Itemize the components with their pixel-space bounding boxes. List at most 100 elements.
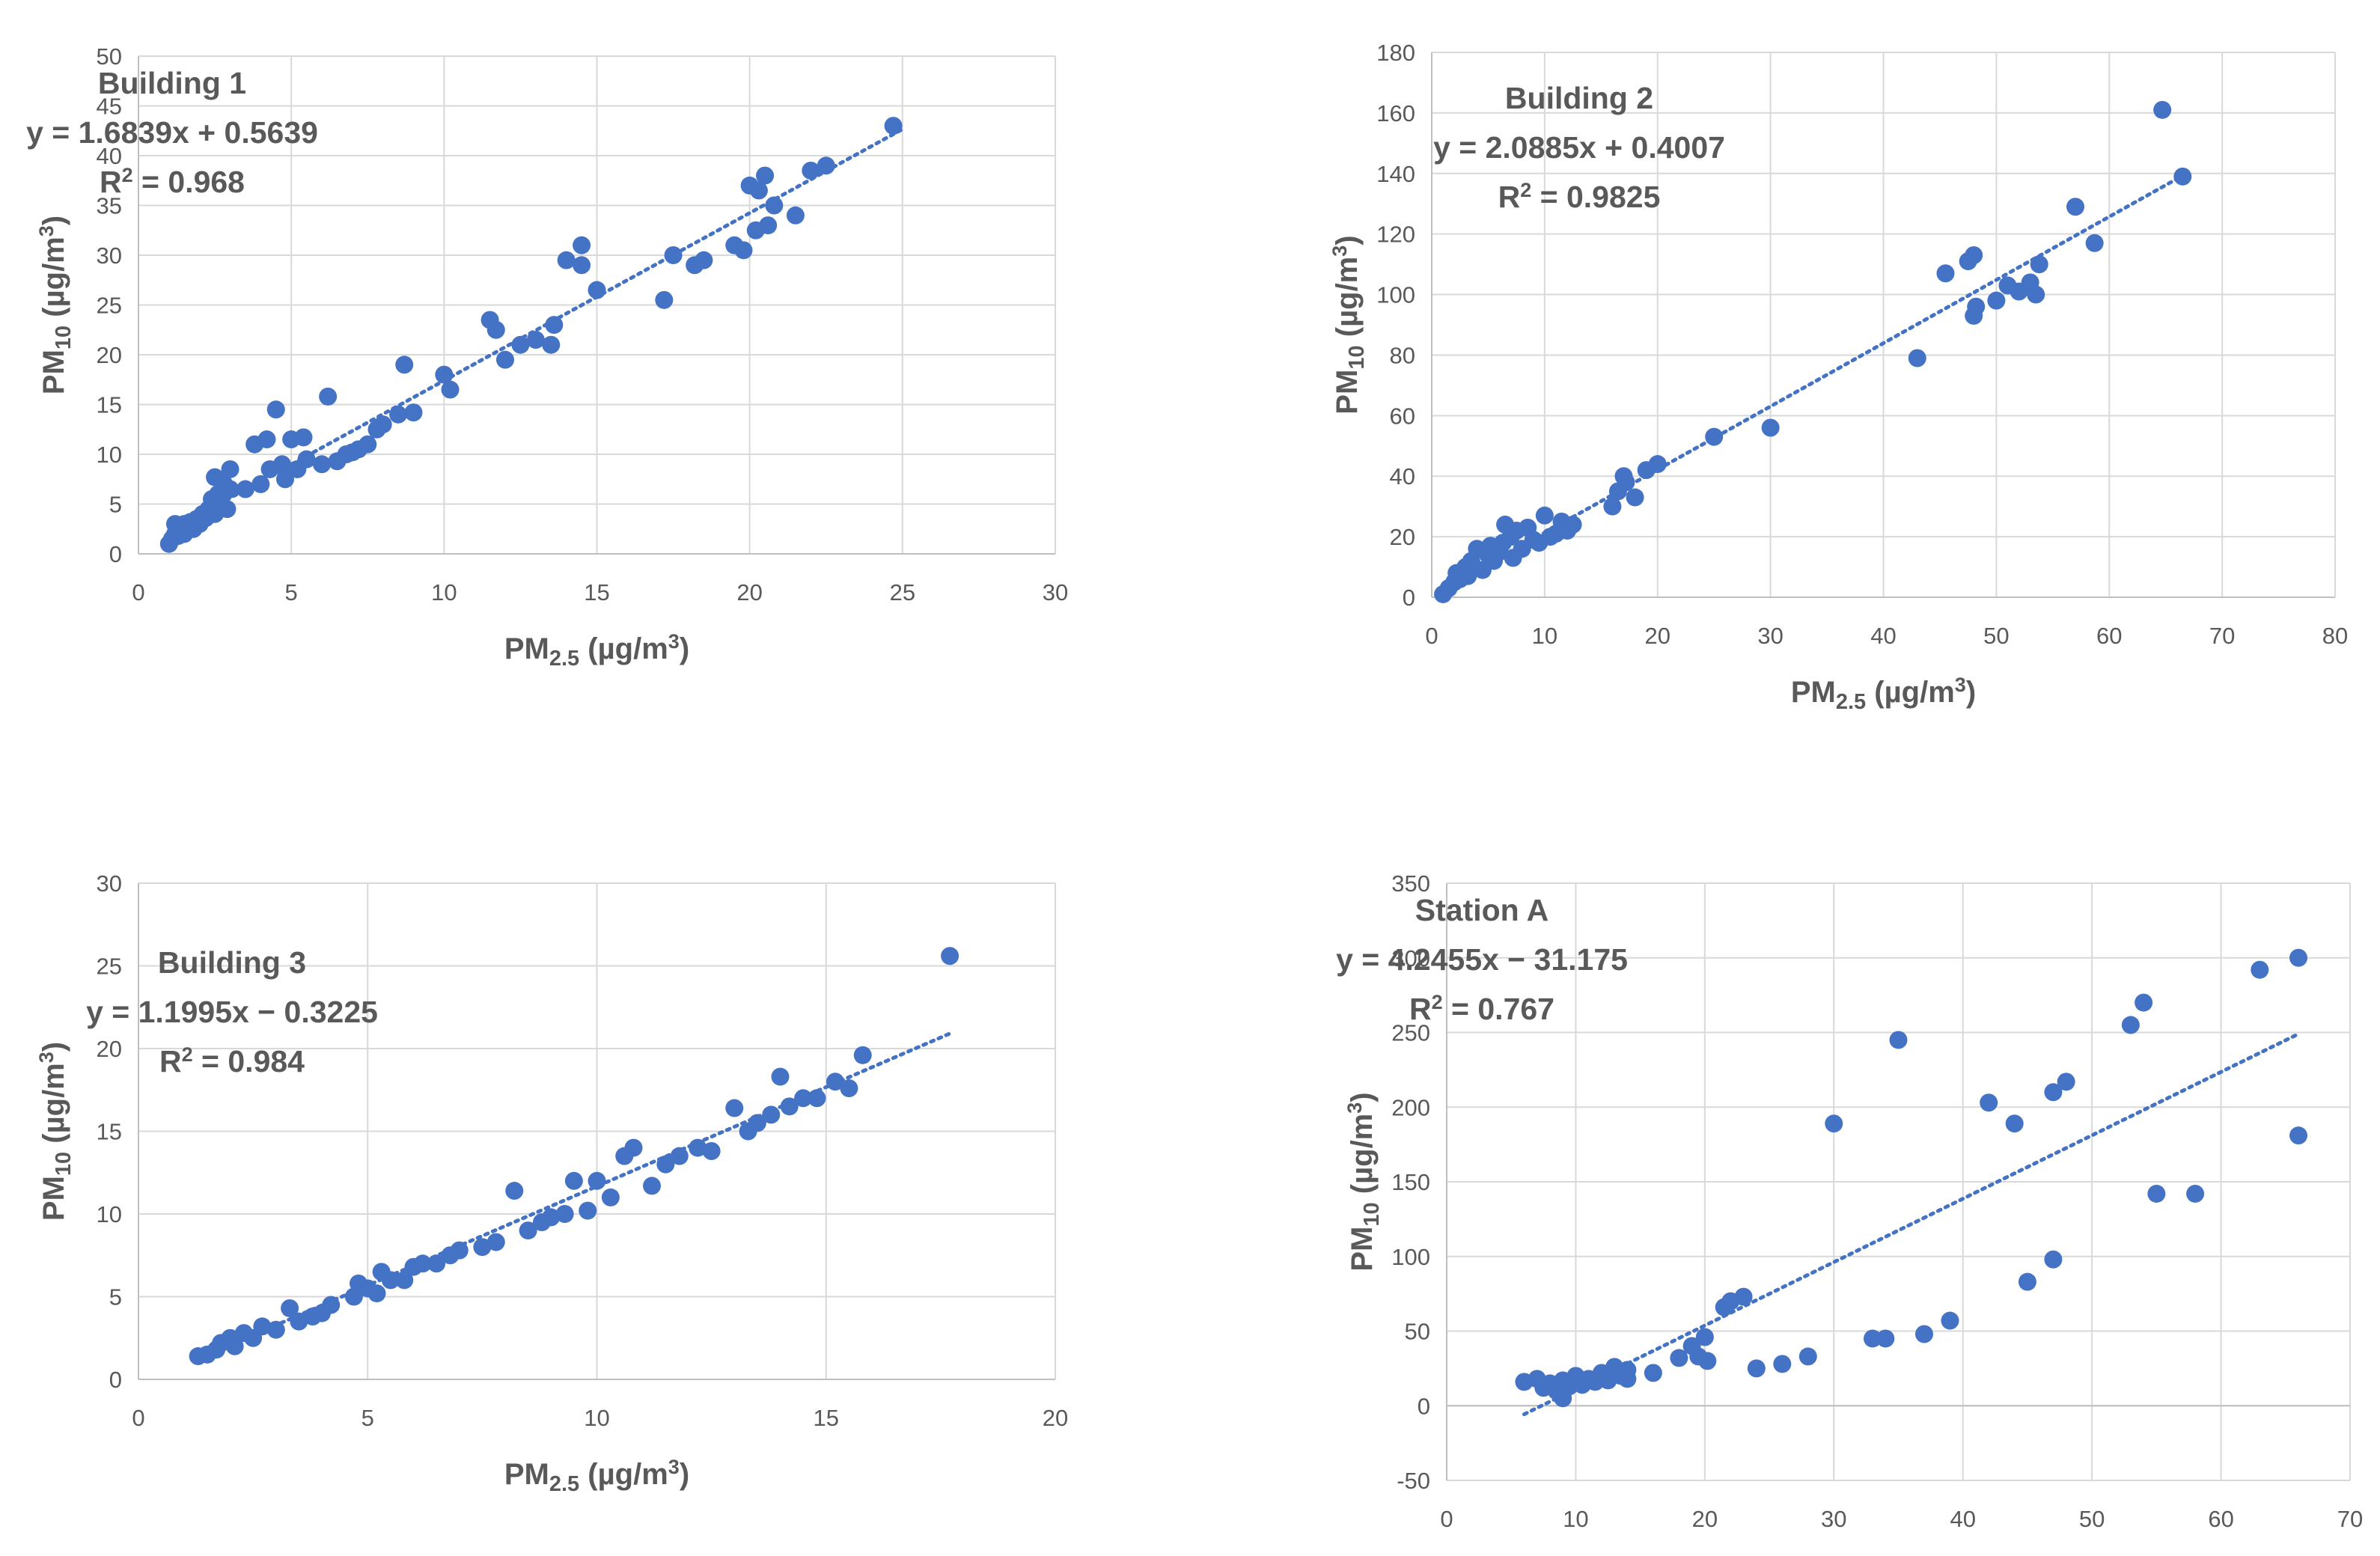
data-point bbox=[1936, 264, 1955, 283]
data-point bbox=[2153, 100, 2172, 119]
r-squared: R2 = 0.9825 bbox=[1498, 179, 1661, 214]
x-tick-label: 15 bbox=[814, 1405, 839, 1431]
x-tick-label: 20 bbox=[1692, 1506, 1718, 1532]
chart-station-a-svg: -50 0 50 100 150 200 250 300 350 0 10 20 30 40 50 60 70 S… bbox=[1336, 870, 2363, 1532]
chart-building-3-svg: 0 5 10 15 20 25 30 0 5 10 15 20 Building 3 y = 1.1995… bbox=[35, 870, 1068, 1496]
data-point bbox=[511, 335, 530, 354]
data-point bbox=[573, 256, 591, 275]
r-squared-prefix: R bbox=[1409, 992, 1432, 1026]
x-axis-title-unit-sup: 3 bbox=[1955, 674, 1966, 696]
chart-building-1: 0 5 10 15 20 25 30 35 40 45 50 0 5 10 15 20 25 30 Building… bbox=[0, 15, 1123, 689]
trendline bbox=[1441, 170, 2191, 592]
data-point bbox=[1535, 506, 1554, 525]
data-point bbox=[941, 947, 959, 965]
y-axis-title-unit: (µg/m bbox=[1331, 257, 1364, 346]
data-point bbox=[2135, 993, 2153, 1012]
x-tick-label: 50 bbox=[1983, 623, 2009, 649]
r-squared-prefix: R bbox=[100, 165, 122, 199]
data-point bbox=[840, 1079, 858, 1098]
x-tick-label: 25 bbox=[890, 579, 915, 605]
y-tick-label: 20 bbox=[97, 1036, 122, 1062]
data-point bbox=[786, 206, 805, 225]
data-point bbox=[771, 1067, 790, 1086]
data-point bbox=[373, 415, 392, 434]
chart-building-2: 0 20 40 60 80 100 120 140 160 180 0 10 20 30 40 50 60 70 8… bbox=[1287, 22, 2380, 726]
data-point bbox=[395, 356, 414, 374]
y-tick-label: -50 bbox=[1397, 1468, 1430, 1494]
data-point bbox=[2147, 1184, 2166, 1203]
y-axis-title-unit: (µg/m bbox=[1346, 1114, 1379, 1203]
data-point bbox=[853, 1046, 872, 1064]
data-point bbox=[313, 455, 331, 474]
data-point bbox=[218, 500, 237, 519]
data-point bbox=[624, 1138, 643, 1157]
trendline bbox=[1522, 1031, 2301, 1417]
x-tick-label: 10 bbox=[431, 579, 457, 605]
data-point bbox=[1773, 1355, 1792, 1373]
data-point bbox=[756, 166, 775, 185]
r-squared-prefix: R bbox=[1498, 180, 1521, 214]
x-tick-label: 70 bbox=[2337, 1506, 2363, 1532]
data-point bbox=[542, 1208, 561, 1227]
x-tick-label: 20 bbox=[1645, 623, 1670, 649]
y-tick-label: 50 bbox=[97, 43, 122, 70]
y-axis-title-unit-close: ) bbox=[1331, 235, 1364, 245]
data-point bbox=[564, 1171, 583, 1190]
trendline-equation: y = 2.0885x + 0.4007 bbox=[1433, 130, 1725, 165]
y-tick-label: 180 bbox=[1376, 40, 1415, 66]
r-squared-sup: 2 bbox=[1432, 991, 1443, 1013]
data-point bbox=[281, 1299, 299, 1317]
x-tick-label: 15 bbox=[584, 579, 609, 605]
r-squared-sup: 2 bbox=[182, 1043, 193, 1066]
data-point bbox=[2066, 198, 2084, 216]
r-squared-value: = 0.984 bbox=[193, 1044, 305, 1078]
data-point bbox=[519, 1221, 537, 1240]
data-point bbox=[555, 1205, 574, 1223]
trendline-equation: y = 1.6839x + 0.5639 bbox=[26, 115, 318, 150]
x-axis-title-sub: 2.5 bbox=[1836, 690, 1866, 714]
y-axis-title-unit-close: ) bbox=[1346, 1092, 1379, 1102]
y-tick-label: 30 bbox=[97, 870, 122, 897]
data-point bbox=[1876, 1329, 1895, 1348]
y-axis-title: PM10 (µg/m3) bbox=[1343, 1092, 1384, 1271]
data-point bbox=[1705, 427, 1724, 446]
data-point bbox=[1734, 1287, 1753, 1306]
trendline bbox=[167, 127, 905, 534]
y-axis-title-unit-sup: 3 bbox=[1328, 245, 1351, 257]
data-point bbox=[1889, 1031, 1908, 1049]
x-tick-label: 50 bbox=[2079, 1506, 2105, 1532]
data-point bbox=[272, 455, 291, 474]
y-tick-label: 30 bbox=[97, 242, 122, 269]
x-tick-label: 5 bbox=[361, 1405, 374, 1431]
data-point bbox=[1644, 1364, 1662, 1382]
chart-building-2-svg: 0 20 40 60 80 100 120 140 160 180 0 10 20 30 40 50 60 70 8… bbox=[1328, 40, 2348, 714]
y-tick-label: 20 bbox=[97, 342, 122, 368]
data-point bbox=[1798, 1347, 1817, 1366]
data-point bbox=[276, 470, 294, 489]
x-tick-label: 0 bbox=[1440, 1506, 1453, 1532]
y-tick-label: 350 bbox=[1391, 870, 1430, 897]
data-point bbox=[2044, 1250, 2063, 1269]
data-point bbox=[2027, 285, 2045, 304]
y-tick-label: 250 bbox=[1391, 1020, 1430, 1046]
data-point bbox=[573, 236, 591, 254]
y-tick-label: 10 bbox=[97, 1201, 122, 1227]
data-point bbox=[2085, 234, 2104, 252]
trendline bbox=[196, 1031, 952, 1361]
data-point bbox=[1908, 349, 1926, 367]
y-axis-title-unit-close: ) bbox=[37, 1042, 70, 1052]
data-point bbox=[526, 331, 545, 350]
x-axis-title-main: PM bbox=[504, 1458, 549, 1491]
data-point bbox=[542, 335, 561, 354]
x-axis-title: PM2.5 (µg/m3) bbox=[1791, 674, 1976, 714]
y-tick-label: 60 bbox=[1390, 403, 1415, 429]
r-squared: R2 = 0.968 bbox=[100, 164, 245, 199]
y-axis-title-sub: 10 bbox=[1360, 1202, 1384, 1226]
x-tick-label: 10 bbox=[1532, 623, 1557, 649]
x-tick-label: 80 bbox=[2322, 623, 2348, 649]
x-axis-title-main: PM bbox=[1791, 676, 1836, 709]
data-point bbox=[266, 1320, 285, 1339]
y-tick-label: 25 bbox=[97, 293, 122, 319]
x-axis-title-unit: (µg/m bbox=[579, 1458, 668, 1491]
r-squared-value: = 0.968 bbox=[133, 165, 245, 199]
